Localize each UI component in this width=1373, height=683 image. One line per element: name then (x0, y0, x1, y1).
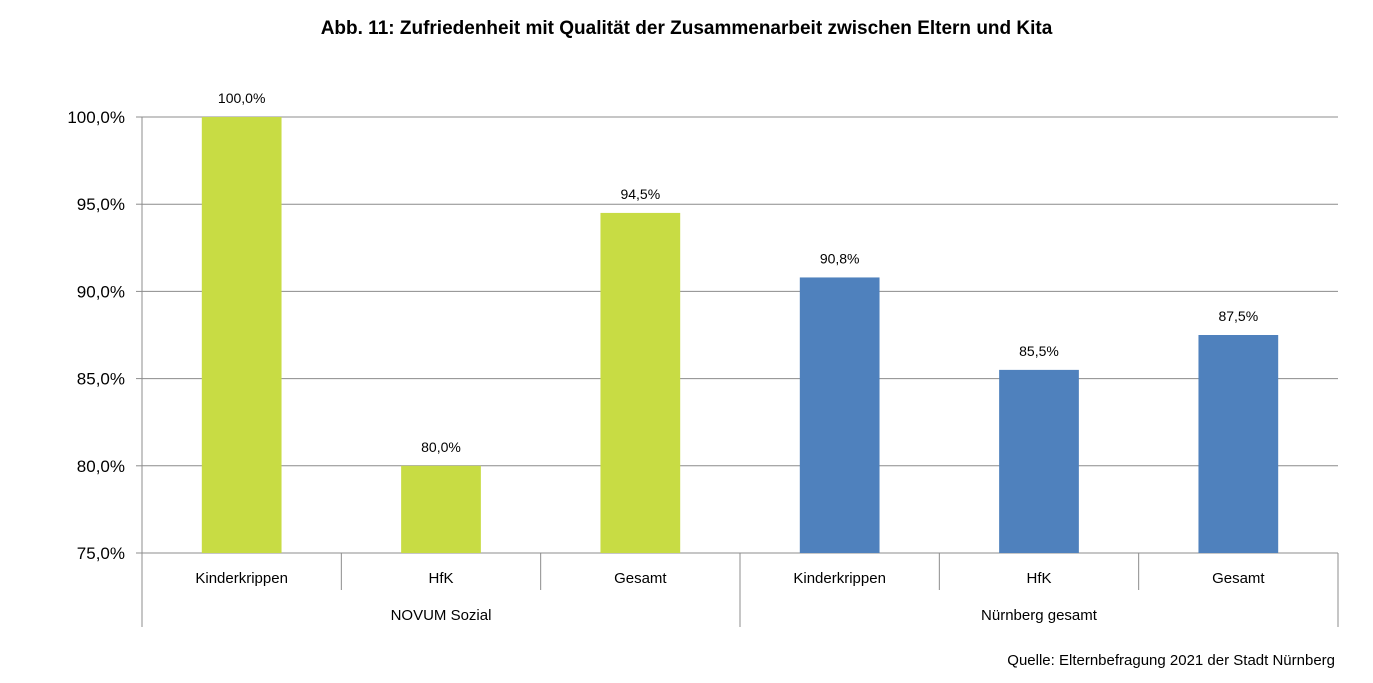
gridlines (142, 116, 1338, 554)
data-label: 90,8% (820, 250, 860, 266)
source-note: Quelle: Elternbefragung 2021 der Stadt N… (1007, 652, 1335, 669)
bar (799, 277, 880, 553)
x-group-label: NOVUM Sozial (391, 607, 492, 624)
y-tick-label: 75,0% (77, 544, 125, 563)
x-category-label: Kinderkrippen (195, 570, 288, 587)
x-category-label: Kinderkrippen (793, 570, 886, 587)
data-label: 85,5% (1019, 343, 1059, 359)
bar (999, 369, 1079, 553)
y-tick-label: 95,0% (77, 195, 125, 214)
bar (600, 212, 681, 554)
x-category-label: HfK (1026, 570, 1051, 587)
data-label: 87,5% (1218, 308, 1258, 324)
x-category-label: Gesamt (614, 570, 667, 587)
y-tick-label: 100,0% (67, 108, 125, 127)
bar (401, 465, 481, 553)
data-label: 94,5% (620, 186, 660, 202)
axes (136, 116, 1339, 627)
y-tick-label: 85,0% (77, 370, 125, 389)
x-group-label: Nürnberg gesamt (981, 607, 1098, 624)
labels: 75,0% 80,0% 85,0% 90,0% 95,0% 100,0% 100,0% Kin… (67, 90, 1265, 624)
y-tick-label: 80,0% (77, 457, 125, 476)
data-label: 100,0% (218, 90, 265, 106)
bar (1198, 335, 1279, 553)
chart-title: Abb. 11: Zufriedenheit mit Qualität der … (320, 18, 1053, 39)
bars (201, 117, 1279, 554)
data-label: 80,0% (421, 439, 461, 455)
y-tick-label: 90,0% (77, 282, 125, 301)
x-category-label: HfK (428, 570, 453, 587)
bar (201, 117, 282, 553)
x-category-label: Gesamt (1212, 570, 1265, 587)
